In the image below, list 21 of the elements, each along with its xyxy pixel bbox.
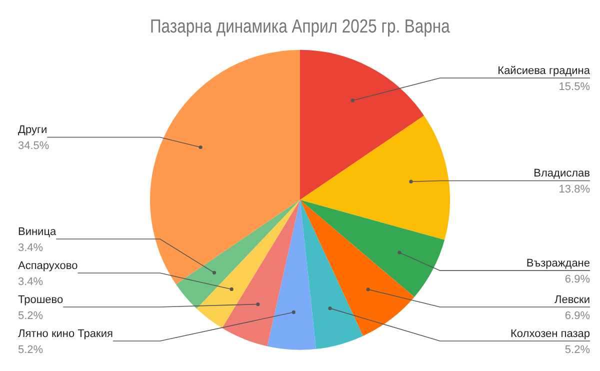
slice-label: Възраждане xyxy=(526,258,590,270)
slice-label: Виница xyxy=(18,226,57,238)
data-label: 3.4% xyxy=(18,276,44,288)
data-label: 34.5% xyxy=(18,140,50,152)
data-label: 5.2% xyxy=(18,310,44,322)
data-label: 3.4% xyxy=(18,242,44,254)
data-label: 13.8% xyxy=(558,184,590,196)
slice-label: Трошево xyxy=(18,294,64,306)
slice-label: Колхозен пазар xyxy=(510,328,590,340)
data-label: 15.5% xyxy=(558,80,590,93)
slice-label: Други xyxy=(18,124,48,136)
slice-label: Кайсиева градина xyxy=(498,64,591,77)
chart-title: Пазарна динамика Април 2025 гр. Варна xyxy=(150,15,450,37)
slice-label: Левски xyxy=(554,294,590,306)
slice-label: Аспарухово xyxy=(18,260,78,272)
data-label: 6.9% xyxy=(564,274,590,286)
data-label: 6.9% xyxy=(564,310,590,322)
data-label: 5.2% xyxy=(18,344,44,356)
slice-label: Лятно кино Тракия xyxy=(18,328,113,340)
slice-label: Владислав xyxy=(534,168,590,180)
data-label: 5.2% xyxy=(564,344,590,356)
